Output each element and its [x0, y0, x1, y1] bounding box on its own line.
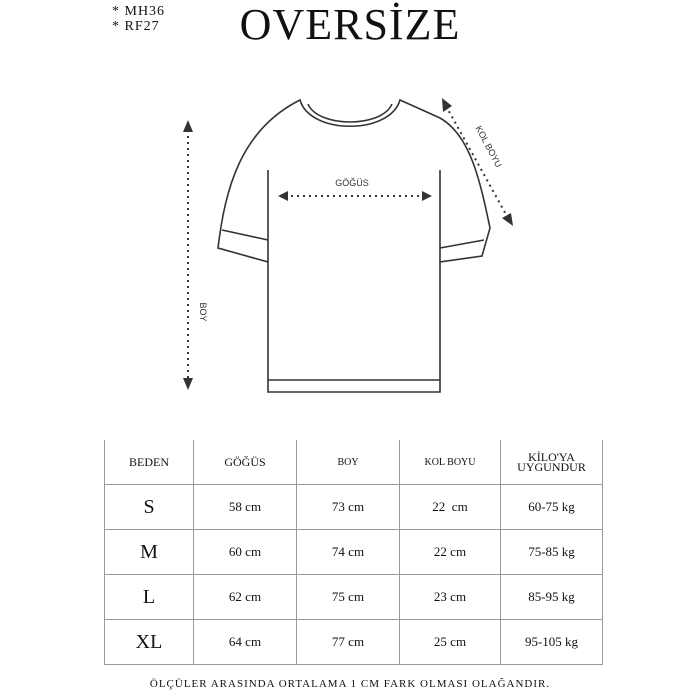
product-codes: * MH36 * RF27: [112, 4, 165, 34]
weight-cell: 95-105 kg: [500, 619, 603, 665]
arrow-down-icon: [183, 378, 193, 390]
chest-cell: 64 cm: [193, 619, 297, 665]
size-cell: S: [104, 484, 194, 530]
arrow-up-icon: [442, 98, 452, 112]
page-title: OVERSİZE: [239, 0, 461, 49]
size-table: BEDEN GÖĞÜS BOY KOL BOYU KİLO'YA UYGUNDUR…: [104, 440, 603, 665]
length-cell: 74 cm: [296, 529, 400, 575]
chest-label: GÖĞÜS: [335, 178, 369, 188]
length-cell: 75 cm: [296, 574, 400, 620]
tshirt-diagram: GÖĞÜS BOY KOL BOYU: [183, 98, 513, 393]
table-row: M 60 cm 74 cm 22 cm 75-85 kg: [104, 529, 603, 575]
header-sleeve: KOL BOYU: [399, 440, 501, 485]
size-cell: L: [104, 574, 194, 620]
table-row: L 62 cm 75 cm 23 cm 85-95 kg: [104, 574, 603, 620]
header-weight: KİLO'YA UYGUNDUR: [500, 440, 603, 485]
header-weight-line2: UYGUNDUR: [517, 460, 586, 474]
arrow-right-icon: [422, 191, 432, 201]
weight-cell: 75-85 kg: [500, 529, 603, 575]
header-length: BOY: [296, 440, 400, 485]
table-row: XL 64 cm 77 cm 25 cm 95-105 kg: [104, 619, 603, 665]
sleeve-cell: 22 cm: [399, 484, 501, 530]
arrow-down-icon: [502, 213, 513, 226]
weight-cell: 60-75 kg: [500, 484, 603, 530]
sleeve-cell: 25 cm: [399, 619, 501, 665]
code-2: * RF27: [112, 19, 160, 34]
tshirt-outline: [217, 98, 491, 393]
header-weight-line1: KİLO'YA: [528, 450, 575, 464]
weight-cell: 85-95 kg: [500, 574, 603, 620]
header-size: BEDEN: [104, 440, 194, 485]
sleeve-label: KOL BOYU: [474, 124, 504, 169]
size-cell: XL: [104, 619, 194, 665]
chest-cell: 60 cm: [193, 529, 297, 575]
length-cell: 77 cm: [296, 619, 400, 665]
arrow-up-icon: [183, 120, 193, 132]
sleeve-cell: 22 cm: [399, 529, 501, 575]
code-1: * MH36: [112, 4, 166, 19]
length-cell: 73 cm: [296, 484, 400, 530]
table-row: S 58 cm 73 cm 22 cm 60-75 kg: [104, 484, 603, 530]
arrow-heads: [183, 98, 513, 390]
arrow-left-icon: [278, 191, 288, 201]
header-chest: GÖĞÜS: [193, 440, 297, 485]
sleeve-cell: 23 cm: [399, 574, 501, 620]
size-cell: M: [104, 529, 194, 575]
chest-cell: 58 cm: [193, 484, 297, 530]
chest-cell: 62 cm: [193, 574, 297, 620]
footer-note: ÖLÇÜLER ARASINDA ORTALAMA 1 CM FARK OLMA…: [149, 678, 551, 690]
length-label: BOY: [198, 302, 208, 321]
table-header-row: BEDEN GÖĞÜS BOY KOL BOYU KİLO'YA UYGUNDUR: [104, 440, 603, 485]
